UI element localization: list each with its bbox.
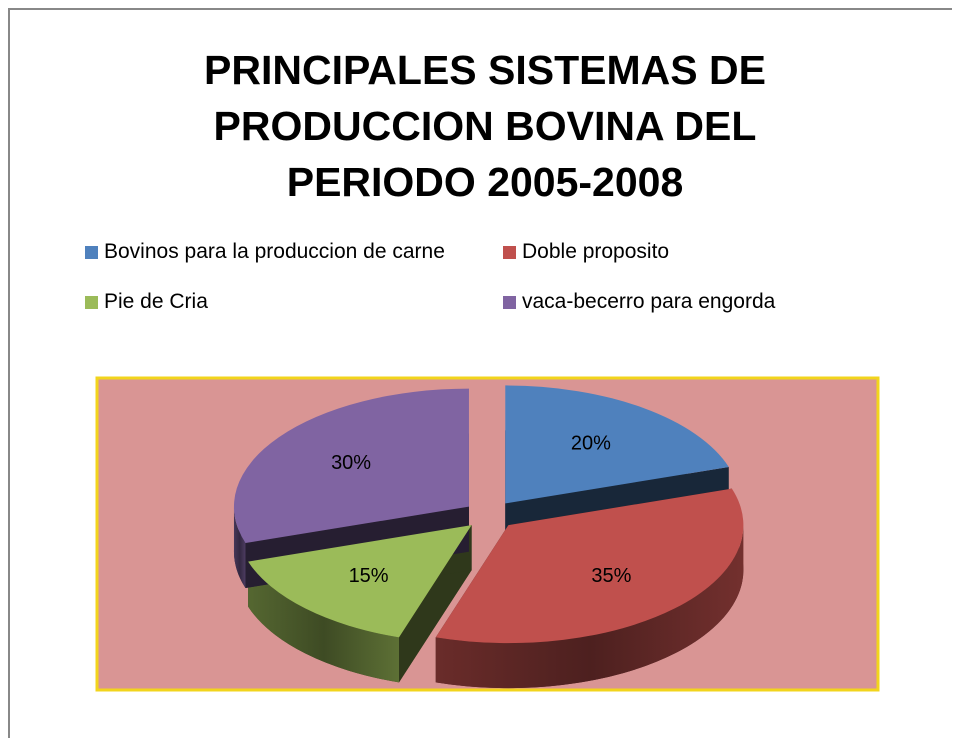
legend-swatch	[85, 295, 98, 309]
legend-item: Doble proposito	[503, 240, 669, 264]
slice	[435, 488, 744, 644]
slice	[233, 388, 469, 544]
slice-side	[248, 561, 399, 683]
slice-side	[435, 525, 744, 689]
legend-label: Pie de Cria	[104, 290, 208, 313]
legend-swatch	[503, 245, 516, 259]
slice	[248, 525, 472, 638]
legend-label: Doble proposito	[522, 240, 670, 263]
data-label: 15%	[349, 565, 389, 587]
legend-item: Pie de Cria	[85, 290, 208, 314]
legend-label: vaca-becerro para engorda	[522, 290, 776, 313]
legend-swatch	[503, 295, 516, 309]
data-label: 35%	[591, 565, 631, 587]
legend-item: Bovinos para la produccion de carne	[85, 240, 445, 264]
data-label: 20%	[571, 433, 611, 455]
slice	[505, 385, 729, 504]
legend-label: Bovinos para la produccion de carne	[104, 240, 445, 263]
chart-frame	[8, 8, 952, 738]
chart-title: PRINCIPALES SISTEMAS DE PRODUCCION BOVIN…	[204, 47, 766, 205]
legend-item: vaca-becerro para engorda	[503, 290, 775, 314]
slice-side	[233, 506, 246, 589]
data-label: 30%	[331, 452, 371, 474]
legend-swatch	[85, 245, 98, 259]
